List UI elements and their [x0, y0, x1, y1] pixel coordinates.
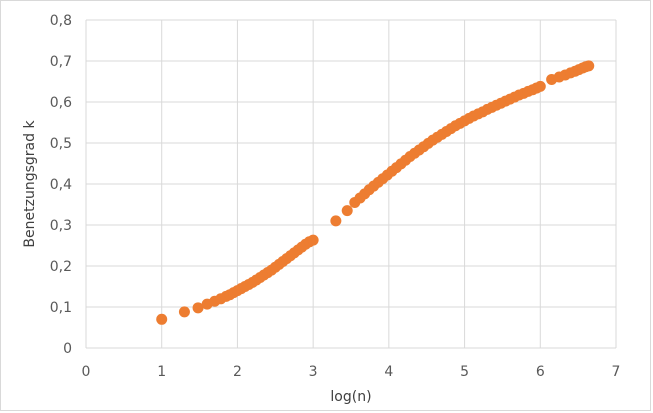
data-points: [156, 60, 595, 325]
y-axis-ticks: 0 0,1 0,2 0,3 0,4 0,5 0,6 0,7 0,8: [50, 13, 72, 357]
y-axis-title: Benetzungsgrad k: [22, 120, 38, 248]
data-point: [307, 234, 319, 246]
x-tick-label: 6: [536, 364, 545, 380]
data-point: [341, 205, 353, 217]
data-point: [192, 302, 204, 314]
data-point: [583, 60, 595, 72]
y-tick-label: 0,1: [50, 300, 72, 316]
x-tick-label: 2: [233, 364, 242, 380]
y-tick-label: 0,5: [50, 136, 72, 152]
gridlines: [85, 19, 617, 349]
y-tick-label: 0,6: [50, 95, 72, 111]
x-tick-label: 3: [309, 364, 318, 380]
y-tick-label: 0,3: [50, 218, 72, 234]
x-tick-label: 0: [82, 364, 91, 380]
x-axis-ticks: 0 1 2 3 4 5 6 7: [82, 364, 621, 380]
y-tick-label: 0,2: [50, 259, 72, 275]
data-point: [156, 313, 168, 325]
y-tick-label: 0,8: [50, 13, 72, 29]
data-point: [534, 80, 546, 92]
x-tick-label: 5: [460, 364, 469, 380]
y-tick-label: 0: [63, 341, 72, 357]
x-tick-label: 4: [384, 364, 393, 380]
y-tick-label: 0,4: [50, 177, 72, 193]
x-axis-title: log(n): [330, 389, 371, 405]
y-tick-label: 0,7: [50, 54, 72, 70]
data-point: [178, 306, 190, 318]
x-tick-label: 1: [157, 364, 166, 380]
data-point: [330, 215, 342, 227]
x-tick-label: 7: [612, 364, 621, 380]
